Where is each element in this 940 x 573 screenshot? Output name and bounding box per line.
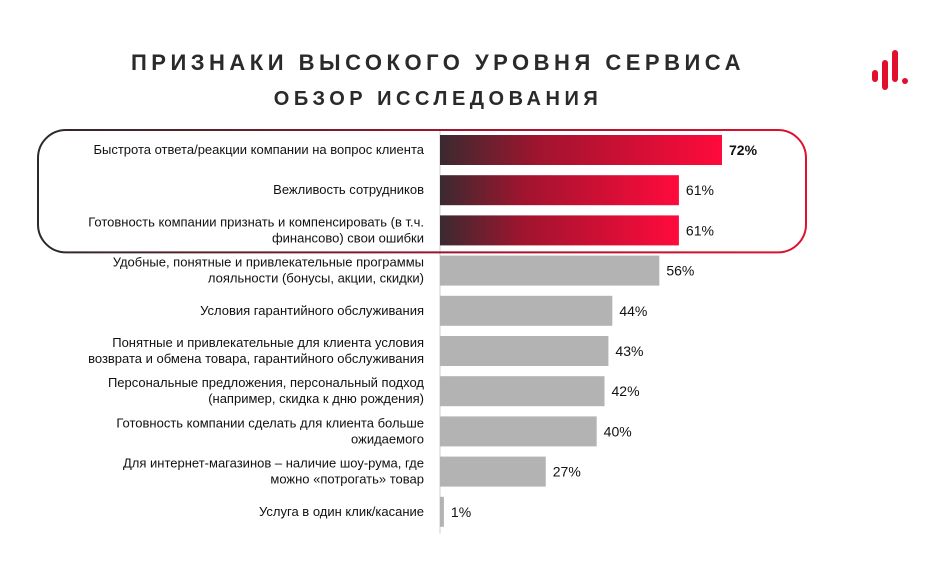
category-label-3: Удобные, понятные и привлекательные прог…	[113, 255, 424, 286]
logo-bar-2	[882, 60, 888, 90]
category-label-0: Быстрота ответа/реакции компании на вопр…	[93, 142, 424, 157]
chart-subtitle: ОБЗОР ИССЛЕДОВАНИЯ	[273, 88, 603, 110]
logo-bar-3	[892, 50, 898, 82]
bar-5	[440, 336, 609, 366]
value-label-3: 56%	[666, 263, 694, 279]
value-label-0: 72%	[729, 142, 758, 158]
bar-7	[440, 416, 597, 447]
bar-8	[440, 456, 546, 487]
value-label-4: 44%	[619, 303, 647, 319]
bar-4	[440, 295, 613, 326]
value-label-7: 40%	[604, 423, 632, 439]
category-label-9: Услуга в один клик/касание	[259, 504, 424, 519]
bar-2	[440, 215, 679, 246]
bar-0	[440, 135, 722, 165]
bar-9	[440, 496, 444, 527]
category-label-5: Понятные и привлекательные для клиента у…	[88, 335, 424, 366]
value-label-8: 27%	[553, 464, 581, 480]
category-label-8: Для интернет-магазинов – наличие шоу-рум…	[123, 456, 424, 487]
value-label-5: 43%	[615, 343, 643, 359]
category-label-6: Персональные предложения, персональный п…	[108, 375, 424, 406]
bar-6	[440, 376, 605, 407]
category-label-7: Готовность компании сделать для клиента …	[116, 415, 424, 446]
category-label-4: Условия гарантийного обслуживания	[200, 303, 424, 318]
chart-title: ПРИЗНАКИ ВЫСОКОГО УРОВНЯ СЕРВИСА	[130, 50, 746, 75]
value-label-2: 61%	[686, 222, 714, 238]
highlight-frame	[37, 129, 807, 254]
category-label-2: Готовность компании признать и компенсир…	[88, 214, 424, 245]
logo-dot	[902, 78, 908, 84]
logo-bar-1	[872, 70, 878, 82]
bar-1	[440, 175, 679, 206]
value-label-6: 42%	[612, 383, 640, 399]
value-label-9: 1%	[451, 504, 471, 520]
brand-logo-icon	[872, 50, 908, 90]
value-label-1: 61%	[686, 182, 714, 198]
category-label-1: Вежливость сотрудников	[273, 182, 424, 197]
bar-3	[440, 255, 660, 286]
